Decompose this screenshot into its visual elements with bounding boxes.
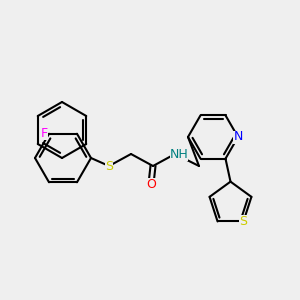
Text: O: O bbox=[146, 178, 156, 190]
Text: F: F bbox=[40, 127, 48, 140]
Text: NH: NH bbox=[169, 148, 188, 160]
Text: S: S bbox=[105, 160, 113, 172]
Text: S: S bbox=[239, 215, 247, 228]
Text: N: N bbox=[233, 130, 243, 143]
